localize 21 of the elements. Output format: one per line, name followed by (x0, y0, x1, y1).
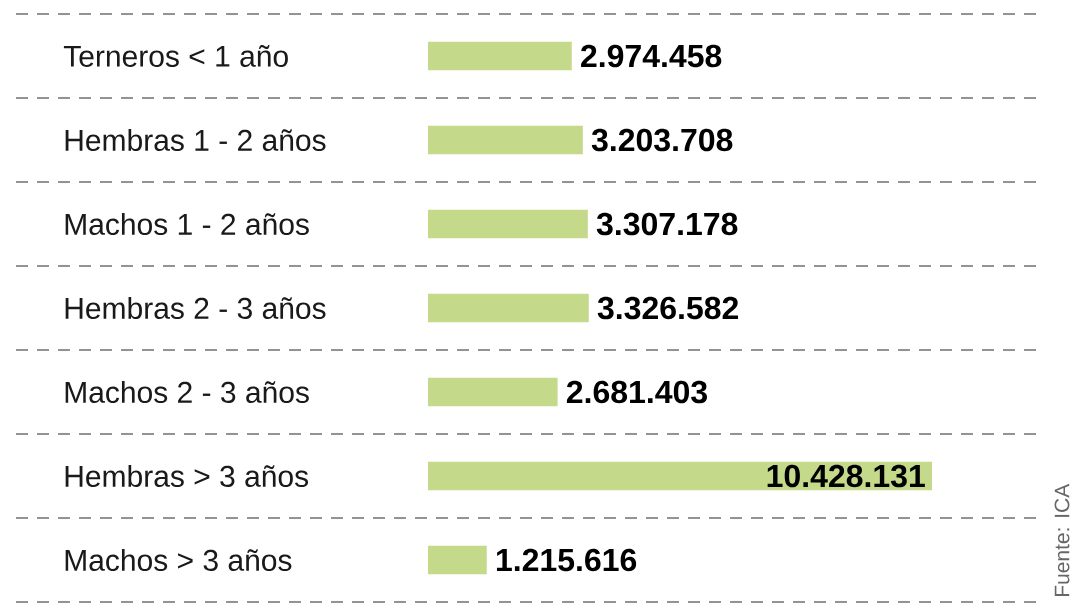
y-tick-label: Terneros < 1 año (63, 45, 288, 67)
bar (428, 125, 583, 155)
y-tick-label: Machos 2 - 3 años (65, 380, 309, 404)
y-tick-label: Hembras 1 - 2 años (65, 128, 326, 152)
data-label: 3.326.582 (597, 296, 739, 320)
data-label: 3.307.178 (596, 212, 738, 236)
data-label: 10.428.131 (767, 464, 925, 488)
bar (428, 377, 558, 407)
source-note: Fuente: ICA (1054, 483, 1070, 597)
bar (428, 545, 487, 575)
y-tick-label: Machos 1 - 2 años (65, 212, 309, 236)
y-tick-label: Machos > 3 años (65, 548, 292, 572)
data-label: 2.974.458 (581, 44, 722, 68)
bar (428, 209, 588, 239)
y-tick-label: Hembras > 3 años (65, 464, 309, 488)
data-label: 1.215.616 (496, 548, 637, 572)
data-label: 2.681.403 (566, 380, 707, 404)
bar (428, 41, 572, 71)
data-label: 3.203.708 (591, 128, 733, 152)
bar (428, 293, 589, 323)
y-tick-label: Hembras 2 - 3 años (65, 296, 326, 320)
